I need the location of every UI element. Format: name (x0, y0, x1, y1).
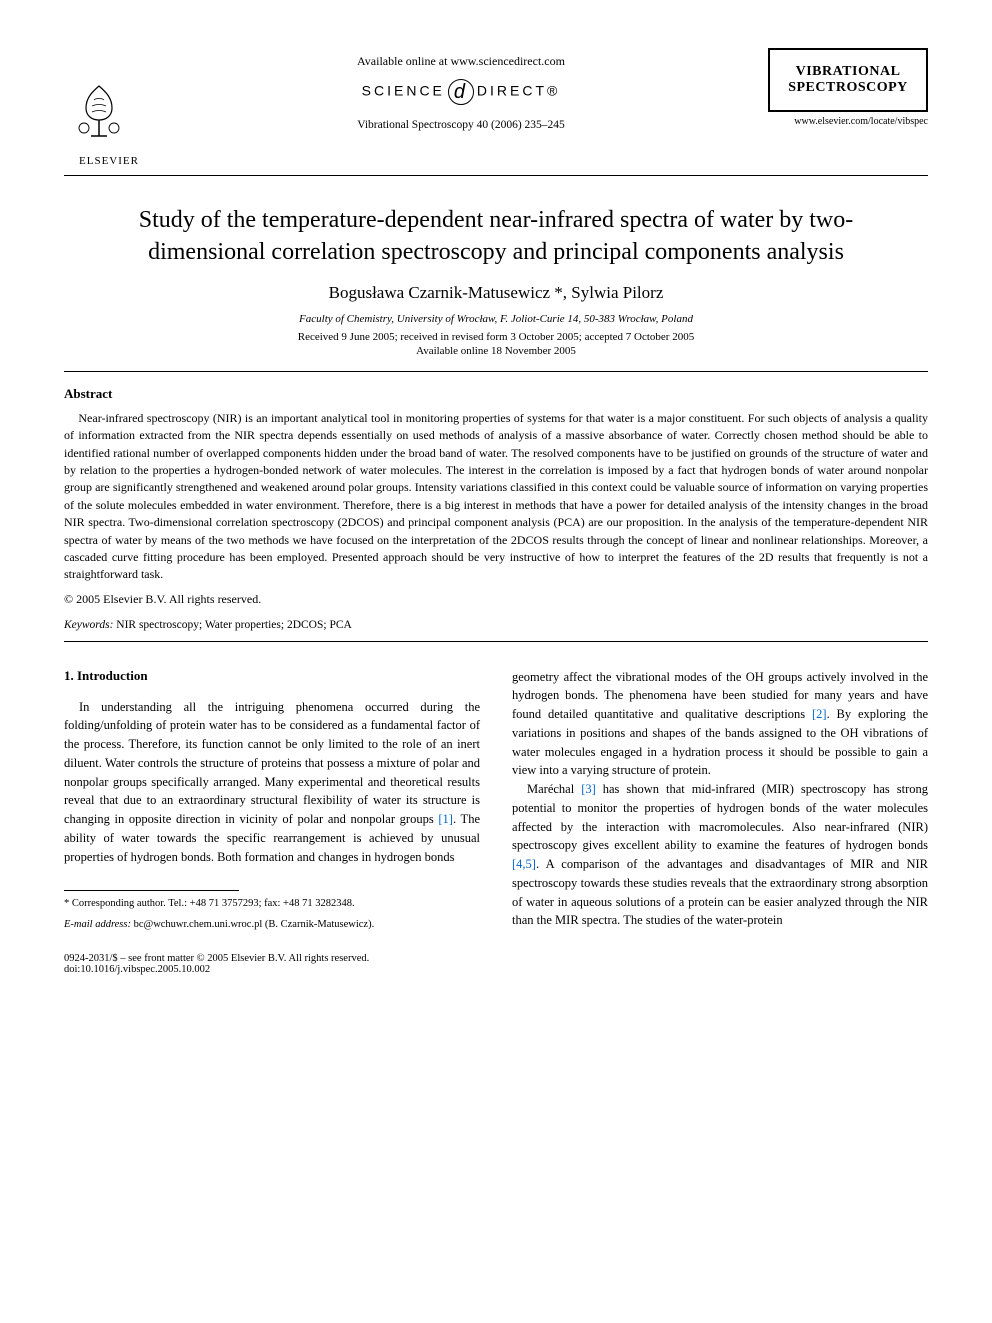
intro-text-1a: In understanding all the intriguing phen… (64, 700, 480, 827)
email-label: E-mail address: (64, 919, 131, 930)
introduction-heading: 1. Introduction (64, 668, 480, 684)
email-footnote: E-mail address: bc@wchuwr.chem.uni.wroc.… (64, 918, 480, 933)
abstract-body: Near-infrared spectroscopy (NIR) is an i… (64, 410, 928, 584)
publisher-name: ELSEVIER (64, 155, 154, 167)
left-column: 1. Introduction In understanding all the… (64, 668, 480, 933)
publisher-logo-block: ELSEVIER (64, 78, 154, 167)
keywords-label: Keywords: (64, 619, 113, 631)
footer-left: 0924-2031/$ – see front matter © 2005 El… (64, 953, 369, 975)
intro-text-3c: . A comparison of the advantages and dis… (512, 857, 928, 927)
journal-name-line1: VIBRATIONAL (778, 64, 918, 80)
copyright-line: © 2005 Elsevier B.V. All rights reserved… (64, 592, 928, 607)
online-date: Available online 18 November 2005 (64, 345, 928, 357)
header-center: Available online at www.sciencedirect.co… (154, 48, 768, 131)
citation-ref-3[interactable]: [3] (581, 782, 596, 796)
sd-at-icon: d (448, 79, 474, 105)
corresponding-author-footnote: * Corresponding author. Tel.: +48 71 375… (64, 897, 480, 912)
keywords-values: NIR spectroscopy; Water properties; 2DCO… (113, 619, 351, 631)
sd-left: SCIENCE (362, 83, 445, 99)
header-rule (64, 175, 928, 176)
abstract-bottom-rule (64, 641, 928, 642)
email-value: bc@wchuwr.chem.uni.wroc.pl (B. Czarnik-M… (131, 919, 374, 930)
affiliation: Faculty of Chemistry, University of Wroc… (64, 313, 928, 325)
page-header: ELSEVIER Available online at www.science… (64, 48, 928, 167)
science-direct-logo: SCIENCEdDIRECT® (154, 79, 768, 105)
citation-ref-4-5[interactable]: [4,5] (512, 857, 536, 871)
sd-right: DIRECT® (477, 83, 560, 99)
journal-box-wrapper: VIBRATIONAL SPECTROSCOPY www.elsevier.co… (768, 48, 928, 131)
right-column: geometry affect the vibrational modes of… (512, 668, 928, 933)
intro-para-1-right: geometry affect the vibrational modes of… (512, 668, 928, 781)
citation-ref-2[interactable]: [2] (812, 707, 827, 721)
footnote-rule (64, 890, 239, 891)
journal-reference: Vibrational Spectroscopy 40 (2006) 235–2… (154, 119, 768, 131)
journal-name-line2: SPECTROSCOPY (778, 80, 918, 96)
citation-ref-1[interactable]: [1] (438, 812, 453, 826)
authors-line: Bogusława Czarnik-Matusewicz *, Sylwia P… (64, 283, 928, 303)
article-title: Study of the temperature-dependent near-… (64, 204, 928, 269)
intro-text-3a: Maréchal (527, 782, 581, 796)
two-column-body: 1. Introduction In understanding all the… (64, 668, 928, 933)
received-dates: Received 9 June 2005; received in revise… (64, 331, 928, 343)
issn-line: 0924-2031/$ – see front matter © 2005 El… (64, 953, 369, 964)
elsevier-tree-icon (64, 78, 134, 148)
keywords-line: Keywords: NIR spectroscopy; Water proper… (64, 619, 928, 631)
intro-para-2-right: Maréchal [3] has shown that mid-infrared… (512, 780, 928, 930)
journal-title-box: VIBRATIONAL SPECTROSCOPY (768, 48, 928, 112)
abstract-heading: Abstract (64, 386, 928, 402)
page-footer: 0924-2031/$ – see front matter © 2005 El… (64, 953, 928, 975)
doi-line: doi:10.1016/j.vibspec.2005.10.002 (64, 964, 369, 975)
available-online-text: Available online at www.sciencedirect.co… (154, 54, 768, 69)
abstract-top-rule (64, 371, 928, 372)
journal-locate-url: www.elsevier.com/locate/vibspec (768, 116, 928, 127)
intro-para-1-left: In understanding all the intriguing phen… (64, 698, 480, 867)
